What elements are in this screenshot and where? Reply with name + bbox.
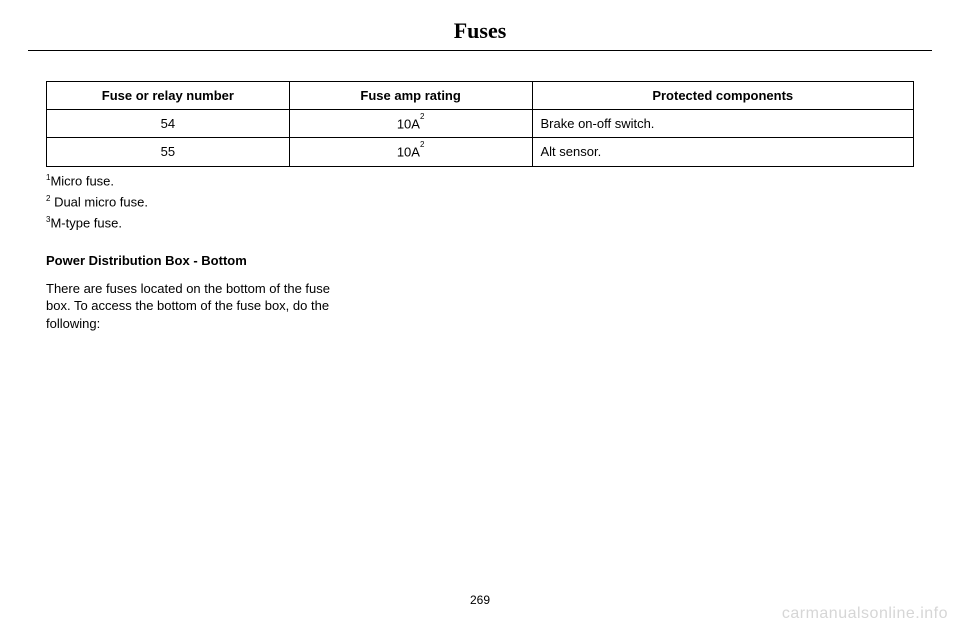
footnote-text: M-type fuse. [50,216,122,231]
section-heading: Power Distribution Box - Bottom [46,253,914,268]
footnotes: 1Micro fuse. 2 Dual micro fuse. 3M-type … [46,173,914,231]
table-row: 55 10A2 Alt sensor. [47,138,914,166]
cell-amp-rating: 10A2 [289,138,532,166]
amp-value: 10A [397,145,420,160]
footnote: 1Micro fuse. [46,173,914,188]
footnote-text: Micro fuse. [50,173,114,188]
page-content: Fuse or relay number Fuse amp rating Pro… [46,81,914,332]
header-fuse-number: Fuse or relay number [47,82,290,110]
amp-footnote-mark: 2 [420,112,424,121]
header-protected: Protected components [532,82,914,110]
cell-protected: Alt sensor. [532,138,914,166]
fuse-table: Fuse or relay number Fuse amp rating Pro… [46,81,914,167]
title-rule [28,50,932,51]
amp-value: 10A [397,116,420,131]
footnote: 3M-type fuse. [46,215,914,230]
body-paragraph: There are fuses located on the bottom of… [46,280,346,333]
page-title: Fuses [0,18,960,44]
table-header-row: Fuse or relay number Fuse amp rating Pro… [47,82,914,110]
watermark: carmanualsonline.info [782,605,948,623]
header-amp-rating: Fuse amp rating [289,82,532,110]
footnote-text: Dual micro fuse. [50,194,148,209]
cell-fuse-number: 55 [47,138,290,166]
cell-amp-rating: 10A2 [289,110,532,138]
cell-protected: Brake on-off switch. [532,110,914,138]
amp-footnote-mark: 2 [420,140,424,149]
cell-fuse-number: 54 [47,110,290,138]
table-row: 54 10A2 Brake on-off switch. [47,110,914,138]
footnote: 2 Dual micro fuse. [46,194,914,209]
